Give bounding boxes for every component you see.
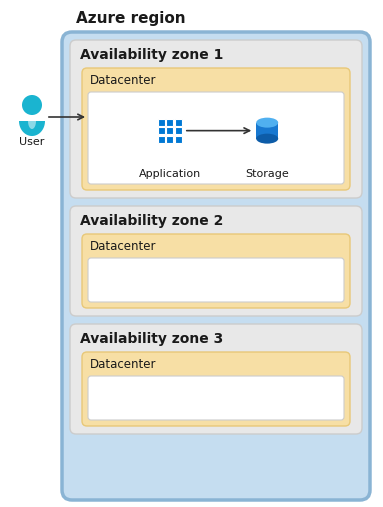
Bar: [175, 127, 182, 134]
FancyBboxPatch shape: [70, 40, 362, 198]
Bar: [175, 119, 182, 126]
Ellipse shape: [256, 134, 278, 143]
FancyBboxPatch shape: [88, 258, 344, 302]
Polygon shape: [19, 121, 45, 136]
FancyBboxPatch shape: [70, 324, 362, 434]
Text: Application: Application: [139, 169, 201, 179]
Text: Azure region: Azure region: [76, 11, 186, 26]
Bar: [167, 127, 173, 134]
Polygon shape: [28, 121, 36, 129]
Text: Availability zone 3: Availability zone 3: [80, 332, 223, 346]
FancyBboxPatch shape: [82, 68, 350, 190]
FancyBboxPatch shape: [70, 206, 362, 316]
Bar: [175, 136, 182, 142]
Bar: [158, 136, 165, 142]
Bar: [167, 136, 173, 142]
Text: Datacenter: Datacenter: [90, 358, 157, 371]
Text: Datacenter: Datacenter: [90, 240, 157, 253]
Ellipse shape: [256, 118, 278, 128]
Text: Storage: Storage: [246, 169, 289, 179]
FancyBboxPatch shape: [82, 352, 350, 426]
Bar: [167, 119, 173, 126]
FancyBboxPatch shape: [82, 234, 350, 308]
Bar: [158, 127, 165, 134]
Text: Datacenter: Datacenter: [90, 74, 157, 87]
Text: User: User: [19, 137, 45, 147]
FancyBboxPatch shape: [62, 32, 370, 500]
Text: Availability zone 1: Availability zone 1: [80, 48, 223, 62]
FancyBboxPatch shape: [88, 376, 344, 420]
FancyBboxPatch shape: [88, 92, 344, 184]
Bar: [256, 123, 278, 138]
Circle shape: [22, 95, 42, 115]
Text: Availability zone 2: Availability zone 2: [80, 214, 223, 228]
Bar: [158, 119, 165, 126]
